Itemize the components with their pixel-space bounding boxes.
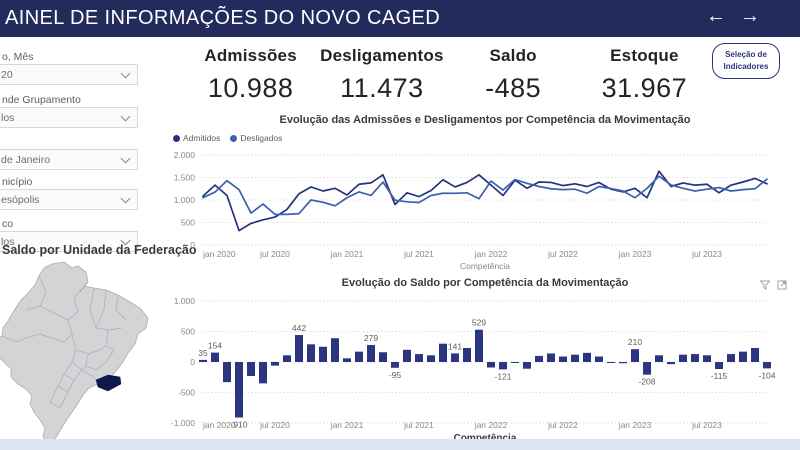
- nav-back-arrow[interactable]: ←: [706, 5, 726, 27]
- svg-text:jul 2023: jul 2023: [691, 420, 722, 430]
- filter-dropdown-5[interactable]: los: [0, 231, 138, 252]
- chart-options: [760, 280, 787, 290]
- svg-text:141: 141: [448, 341, 462, 351]
- svg-text:500: 500: [181, 327, 195, 337]
- chevron-down-icon: [120, 111, 131, 121]
- svg-text:jan 2022: jan 2022: [474, 420, 508, 430]
- chart-legend: Admitidos Desligados: [173, 133, 282, 143]
- svg-text:442: 442: [292, 323, 306, 333]
- kpi-value: 10.988: [207, 73, 294, 103]
- filter-icon[interactable]: [760, 280, 770, 290]
- svg-text:jan 2021: jan 2021: [330, 249, 364, 259]
- chevron-down-icon: [120, 153, 131, 163]
- svg-text:jul 2020: jul 2020: [259, 249, 290, 259]
- kpi-value: 31.967: [601, 73, 688, 103]
- svg-text:1.000: 1.000: [174, 296, 196, 306]
- svg-text:jan 2023: jan 2023: [618, 420, 652, 430]
- kpi-label: Admissões: [204, 46, 297, 65]
- svg-text:2.000: 2.000: [174, 150, 196, 160]
- svg-text:529: 529: [472, 318, 486, 328]
- filter-dropdown-municipio[interactable]: esópolis: [0, 189, 138, 210]
- nav-forward-arrow[interactable]: →: [740, 5, 760, 27]
- kpi-card-estoque: Estoque 31.967: [579, 46, 710, 104]
- svg-text:-95: -95: [389, 370, 402, 380]
- state-borders: [1, 275, 127, 409]
- chevron-down-icon: [120, 68, 131, 78]
- svg-text:jul 2022: jul 2022: [547, 420, 578, 430]
- svg-text:jan 2020: jan 2020: [202, 420, 236, 430]
- kpi-label: Saldo: [489, 46, 537, 65]
- footer-bar: [0, 439, 800, 450]
- legend-item-admitidos[interactable]: Admitidos: [173, 133, 220, 143]
- filter-label-ano-mes: o, Mês: [2, 51, 34, 63]
- svg-text:1.000: 1.000: [174, 195, 196, 205]
- kpi-label: Desligamentos: [320, 46, 444, 65]
- svg-text:jan 2023: jan 2023: [618, 249, 652, 259]
- kpi-card-admissoes: Admissões 10.988: [185, 46, 316, 104]
- svg-text:154: 154: [208, 341, 222, 351]
- brazil-outline[interactable]: [0, 261, 149, 444]
- svg-text:-104: -104: [758, 370, 775, 380]
- kpi-card-saldo: Saldo -485: [448, 46, 579, 104]
- svg-text:500: 500: [181, 218, 195, 228]
- brazil-map[interactable]: [0, 258, 188, 448]
- kpi-row: Admissões 10.988 Desligamentos 11.473 Sa…: [185, 46, 710, 104]
- svg-text:jul 2023: jul 2023: [691, 249, 722, 259]
- line-chart-title: Evolução das Admissões e Desligamentos p…: [279, 114, 691, 126]
- page-title: AINEL DE INFORMAÇÕES DO NOVO CAGED: [5, 7, 441, 29]
- svg-text:1.500: 1.500: [174, 173, 196, 183]
- legend-dot: [173, 134, 180, 142]
- indicator-selection-button[interactable]: Seleção de Indicadores: [712, 43, 780, 79]
- svg-text:jan 2021: jan 2021: [330, 420, 364, 430]
- kpi-value: 11.473: [340, 73, 424, 103]
- filter-dropdown-ano-mes[interactable]: 20: [0, 64, 138, 85]
- kpi-value: -485: [485, 73, 542, 103]
- kpi-label: Estoque: [610, 46, 679, 65]
- filter-label-grande-grupamento: nde Grupamento: [2, 94, 81, 106]
- state-rj-highlight[interactable]: [95, 374, 122, 392]
- header-bar: AINEL DE INFORMAÇÕES DO NOVO CAGED ← →: [0, 0, 800, 37]
- filter-dropdown-grande-grupamento[interactable]: los: [0, 107, 138, 128]
- line-chart[interactable]: 0 500 1.000 1.500 2.000 jan 2020 jul 2020 jan 2…: [170, 148, 800, 266]
- svg-text:-115: -115: [711, 371, 728, 381]
- bar-chart-title: Evolução do Saldo por Competência da Mov…: [341, 277, 629, 289]
- svg-text:210: 210: [628, 337, 642, 347]
- map-title: Saldo por Unidade da Federação: [2, 243, 197, 257]
- svg-text:jul 2021: jul 2021: [403, 249, 434, 259]
- filter-label-5: co: [2, 218, 14, 230]
- svg-text:-910: -910: [230, 420, 247, 430]
- legend-item-desligados[interactable]: Desligados: [230, 133, 282, 143]
- line-x-axis-title: Competência: [459, 261, 511, 271]
- svg-text:0: 0: [190, 240, 195, 250]
- svg-text:jan 2020: jan 2020: [202, 249, 236, 259]
- page-navigation: ← →: [706, 5, 760, 28]
- filter-dropdown-uf[interactable]: de Janeiro: [0, 149, 138, 170]
- svg-text:-1.000: -1.000: [171, 418, 195, 428]
- kpi-card-desligamentos: Desligamentos 11.473: [316, 46, 447, 104]
- chevron-down-icon: [120, 193, 131, 203]
- bar-chart[interactable]: -1.000 -500 0 500 1.000 jan 2020 jul 2020 jan 2…: [170, 292, 800, 432]
- svg-text:jan 2022: jan 2022: [474, 249, 508, 259]
- svg-text:-208: -208: [638, 377, 655, 387]
- svg-text:0: 0: [190, 357, 195, 367]
- svg-text:jul 2021: jul 2021: [403, 420, 434, 430]
- svg-text:-500: -500: [178, 388, 195, 398]
- legend-dot: [230, 134, 238, 142]
- svg-text:jul 2022: jul 2022: [547, 249, 578, 259]
- filter-label-municipio: nicípio: [2, 176, 33, 188]
- svg-text:279: 279: [364, 333, 378, 343]
- focus-mode-icon[interactable]: [777, 280, 787, 290]
- svg-text:35: 35: [198, 348, 208, 358]
- svg-text:-121: -121: [494, 371, 511, 381]
- bar-x-axis-title: Competência: [170, 433, 800, 444]
- svg-text:jul 2020: jul 2020: [259, 420, 290, 430]
